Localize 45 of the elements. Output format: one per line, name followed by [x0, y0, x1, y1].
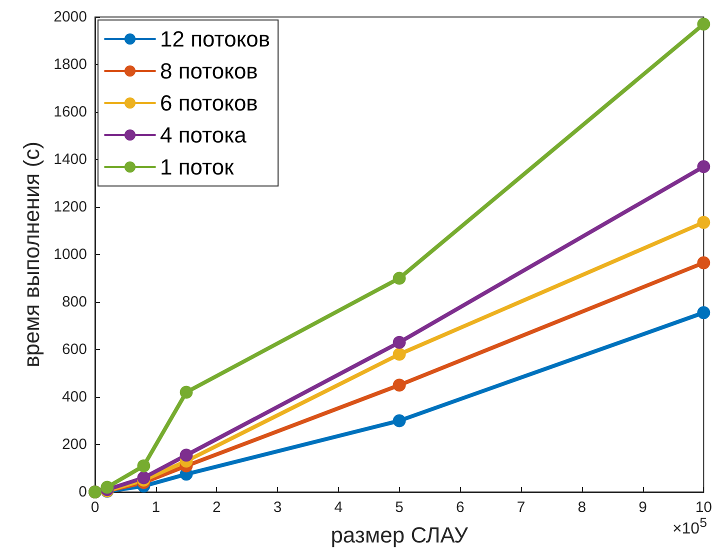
legend-label: 6 потоков — [160, 90, 258, 116]
y-tick-label: 200 — [62, 436, 87, 453]
y-tick-label: 2000 — [54, 8, 87, 26]
y-tick-label: 1200 — [54, 198, 87, 216]
point — [100, 480, 114, 494]
legend-label: 8 потоков — [160, 58, 258, 84]
y-tick-label: 0 — [78, 484, 87, 500]
point — [137, 459, 150, 472]
point — [392, 336, 406, 349]
x-tick-label: 9 — [638, 499, 647, 516]
y-tick-label: 1400 — [54, 151, 87, 168]
x-tick-label: 7 — [516, 499, 526, 516]
y-tick-label: 600 — [62, 341, 87, 358]
y-axis-title: время выполнения (с) — [19, 142, 44, 368]
legend-label: 12 потоков — [160, 26, 270, 52]
x-tick-label: 2 — [212, 499, 221, 516]
text: ×10$^{5}$ — [672, 514, 707, 538]
y-tick-label: 1800 — [54, 56, 87, 73]
legend-label: 4 потока — [160, 122, 248, 148]
point — [697, 306, 710, 320]
x-tick-label: 1 — [152, 499, 160, 516]
point — [697, 216, 710, 229]
point — [392, 378, 406, 392]
point — [697, 256, 710, 270]
x-tick-label: 3 — [273, 499, 282, 516]
y-tick-label: 1600 — [54, 104, 87, 120]
x-tick-label: 0 — [90, 499, 100, 516]
x-tick-label: 5 — [395, 499, 404, 516]
point — [180, 448, 193, 462]
point — [697, 18, 710, 31]
x-tick-label: 10 — [695, 499, 712, 516]
legend-label: 1 поток — [160, 154, 234, 180]
point — [392, 348, 406, 361]
point — [137, 471, 150, 484]
x-tick-label: 6 — [456, 499, 464, 516]
y-tick-label: 400 — [62, 388, 87, 406]
point — [180, 386, 193, 399]
y-tick-label: 800 — [62, 294, 87, 310]
point — [697, 160, 710, 174]
x-tick-label: 8 — [578, 499, 586, 516]
x-tick-label: 4 — [334, 499, 343, 516]
y-tick-label: 1000 — [54, 246, 87, 263]
point — [392, 272, 406, 285]
x-axis-title: размер СЛАУ — [330, 522, 469, 548]
point — [392, 414, 406, 428]
